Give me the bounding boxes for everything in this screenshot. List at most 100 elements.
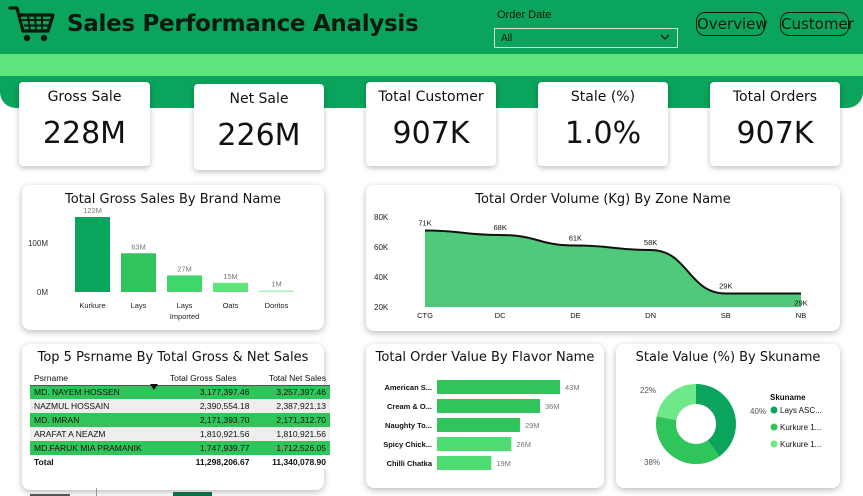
slice-label: 40% [750, 407, 766, 416]
kpi-value: 907K [736, 116, 814, 151]
bar [437, 437, 512, 451]
total-label: Total [30, 455, 166, 469]
data-label: 15M [223, 272, 238, 281]
slice-label: 22% [640, 386, 656, 395]
data-label: 36M [545, 402, 560, 411]
category-label: NB [796, 311, 806, 320]
total-gross: 11,298,206.67 [165, 455, 254, 469]
data-label: 1M [271, 280, 281, 289]
page-tab-indicator [173, 492, 212, 496]
stale-donut-chart: 40% 38% 22% Skuname Lays ASC... Kurkure 1... K… [640, 384, 822, 467]
category-label: Imported [170, 312, 200, 321]
chevron-down-icon [660, 34, 670, 40]
flavor-bar-chart: American S... 43M Cream & O... 36M Naughty T… [383, 380, 580, 470]
header-band [0, 54, 863, 76]
data-label: 29K [719, 282, 732, 291]
category-label: Naughty To... [385, 421, 432, 430]
data-label: 29M [525, 421, 540, 430]
kpi-value: 228M [42, 116, 127, 151]
donut-slice [656, 384, 736, 464]
cell-net: 1,712,526.05 [253, 441, 330, 455]
data-label: 61K [569, 234, 582, 243]
kpi-stale: Stale (%) 1.0% [538, 82, 668, 166]
stale-chart-title: Stale Value (%) By Skuname [635, 350, 821, 365]
brand-bar-chart: 100M 0M 122M Kurkure 63M Lays 27M Lays Imported 1… [28, 206, 294, 321]
category-label: Oats [223, 301, 239, 310]
page-tab-divider [96, 488, 97, 496]
table-row[interactable]: NAZMUL HOSSAIN 2,390,554.18 2,387,921.13 [30, 399, 330, 413]
page-tab-indicator [30, 494, 70, 496]
brand-chart-title: Total Gross Sales By Brand Name [65, 192, 281, 207]
data-label: 68K [494, 223, 507, 232]
cell-name: ARAFAT A NEAZM [30, 427, 166, 441]
data-label: 19M [496, 459, 511, 468]
sort-descending-icon [150, 384, 158, 390]
table-row[interactable]: MD.FARUK MIA PRAMANIK 1,747,939.77 1,712… [30, 441, 330, 455]
psr-table: Psrname Total Gross Sales Total Net Sale… [30, 371, 330, 469]
cell-name: MD.FARUK MIA PRAMANIK [30, 441, 166, 455]
col-total-gross[interactable]: Total Gross Sales [165, 371, 254, 386]
zone-volume-card: Total Order Volume (Kg) By Zone Name 80K… [366, 185, 840, 331]
kpi-net-sale: Net Sale 226M [194, 84, 324, 170]
data-label: 71K [418, 219, 431, 228]
legend-marker [770, 440, 778, 448]
table-row[interactable]: MD. NAYEM HOSSEN 3,177,397.46 3,257,397.… [30, 385, 330, 399]
data-label: 63M [131, 242, 146, 251]
kpi-label: Net Sale [229, 91, 289, 107]
cell-net: 2,171,312.70 [253, 413, 330, 427]
legend-label: Lays ASC... [780, 406, 822, 415]
kpi-total-customer: Total Customer 907K [366, 82, 496, 166]
category-label: SB [721, 311, 731, 320]
cell-net: 2,387,921.13 [253, 399, 330, 413]
flavor-chart-title: Total Order Value By Flavor Name [375, 350, 595, 365]
bar [437, 418, 520, 432]
category-label: Chilli Chatka [387, 459, 433, 468]
bar [437, 456, 492, 470]
data-label: 58K [644, 238, 657, 247]
area-fill [425, 230, 801, 307]
kpi-gross-sale: Gross Sale 228M [19, 82, 150, 166]
category-label: Kurkure [79, 301, 105, 310]
bar [167, 275, 202, 292]
customer-button[interactable]: Customer [780, 12, 854, 36]
data-label: 27M [177, 264, 192, 273]
category-label: Cream & O... [387, 402, 432, 411]
data-label: 29K [794, 299, 807, 308]
cell-gross: 3,177,397.46 [165, 385, 254, 399]
kpi-label: Total Customer [378, 89, 484, 105]
col-psrname[interactable]: Psrname [30, 371, 166, 386]
cell-net: 3,257,397.46 [253, 385, 330, 399]
bar [121, 253, 156, 292]
cell-name: MD. IMRAN [30, 413, 166, 427]
legend-marker [770, 423, 778, 431]
legend-marker [770, 406, 778, 414]
order-date-dropdown[interactable]: All [494, 28, 678, 48]
order-date-value: All [501, 33, 513, 44]
col-total-gross-label: Total Gross Sales [169, 372, 237, 383]
category-label: CTG [417, 311, 433, 320]
bar [259, 290, 294, 292]
cell-gross: 2,390,554.18 [165, 399, 254, 413]
y-tick-label: 60K [374, 243, 389, 252]
donut-slice [656, 384, 736, 464]
cell-name: MD. NAYEM HOSSEN [30, 385, 166, 399]
stale-value-card: Stale Value (%) By Skuname 40% 38% 22% Skun… [616, 344, 840, 488]
cell-gross: 1,810,921.56 [165, 427, 254, 441]
table-title: Top 5 Psrname By Total Gross & Net Sales [37, 350, 309, 365]
col-total-net[interactable]: Total Net Sales [253, 371, 330, 386]
psr-table-card: Top 5 Psrname By Total Gross & Net Sales… [22, 344, 330, 490]
table-row[interactable]: MD. IMRAN 2,171,393.70 2,171,312.70 [30, 413, 330, 427]
zone-area-chart: 80K 60K 40K 20K 71K CTG 68K DC 61K DE 58K DN 29K SB 29… [374, 213, 808, 320]
bar [213, 282, 248, 292]
page-title: Sales Performance Analysis [67, 11, 419, 37]
category-label: DC [495, 311, 506, 320]
flavor-value-card: Total Order Value By Flavor Name America… [366, 344, 604, 488]
kpi-value: 1.0% [564, 116, 642, 151]
kpi-value: 907K [392, 116, 470, 151]
overview-button[interactable]: Overview [696, 12, 768, 36]
table-row[interactable]: ARAFAT A NEAZM 1,810,921.56 1,810,921.56 [30, 427, 330, 441]
slice-label: 38% [644, 458, 660, 467]
legend-label: Kurkure 1... [780, 423, 821, 432]
zone-chart-title: Total Order Volume (Kg) By Zone Name [475, 192, 731, 207]
data-label: 122M [83, 206, 102, 215]
